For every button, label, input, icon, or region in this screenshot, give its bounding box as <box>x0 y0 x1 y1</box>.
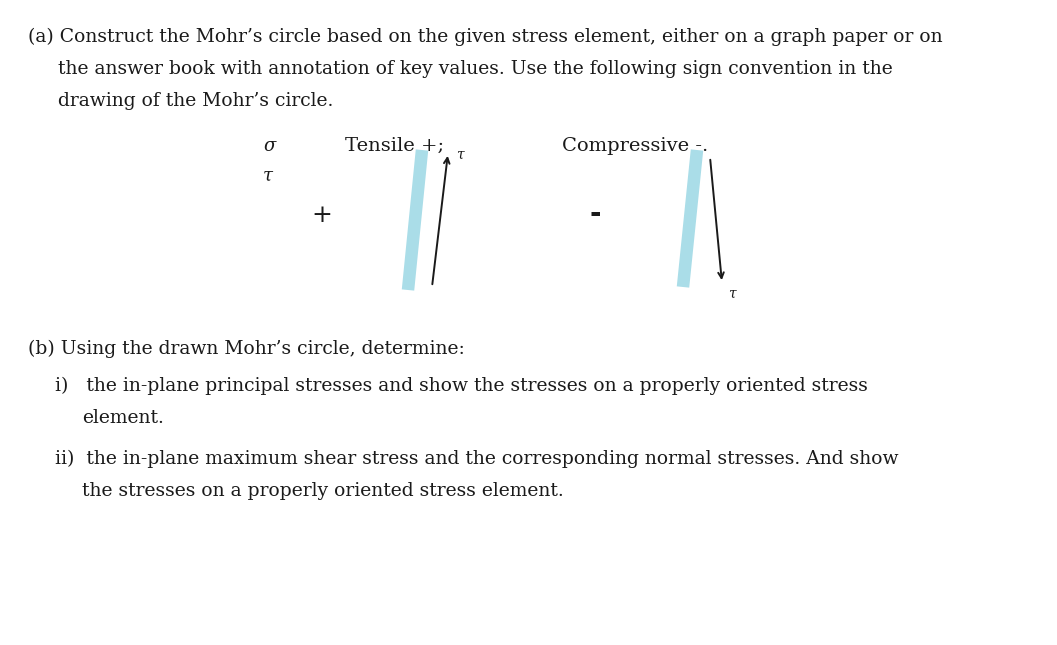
Text: (b) Using the drawn Mohr’s circle, determine:: (b) Using the drawn Mohr’s circle, deter… <box>27 340 465 358</box>
Text: -: - <box>589 201 600 228</box>
Text: Compressive -.: Compressive -. <box>562 137 708 155</box>
Text: +: + <box>312 204 333 226</box>
Text: the answer book with annotation of key values. Use the following sign convention: the answer book with annotation of key v… <box>58 60 893 78</box>
Text: τ: τ <box>728 287 736 301</box>
Text: τ: τ <box>456 148 464 162</box>
Text: ii)  the in-plane maximum shear stress and the corresponding normal stresses. An: ii) the in-plane maximum shear stress an… <box>55 450 898 468</box>
Text: i)   the in-plane principal stresses and show the stresses on a properly oriente: i) the in-plane principal stresses and s… <box>55 377 868 395</box>
Text: drawing of the Mohr’s circle.: drawing of the Mohr’s circle. <box>58 92 333 110</box>
Text: the stresses on a properly oriented stress element.: the stresses on a properly oriented stre… <box>82 482 563 500</box>
Text: τ: τ <box>263 167 273 185</box>
Text: σ: σ <box>263 137 275 155</box>
Text: element.: element. <box>82 409 164 427</box>
Text: Tensile +;: Tensile +; <box>345 137 444 155</box>
Text: (a) Construct the Mohr’s circle based on the given stress element, either on a g: (a) Construct the Mohr’s circle based on… <box>27 28 943 46</box>
